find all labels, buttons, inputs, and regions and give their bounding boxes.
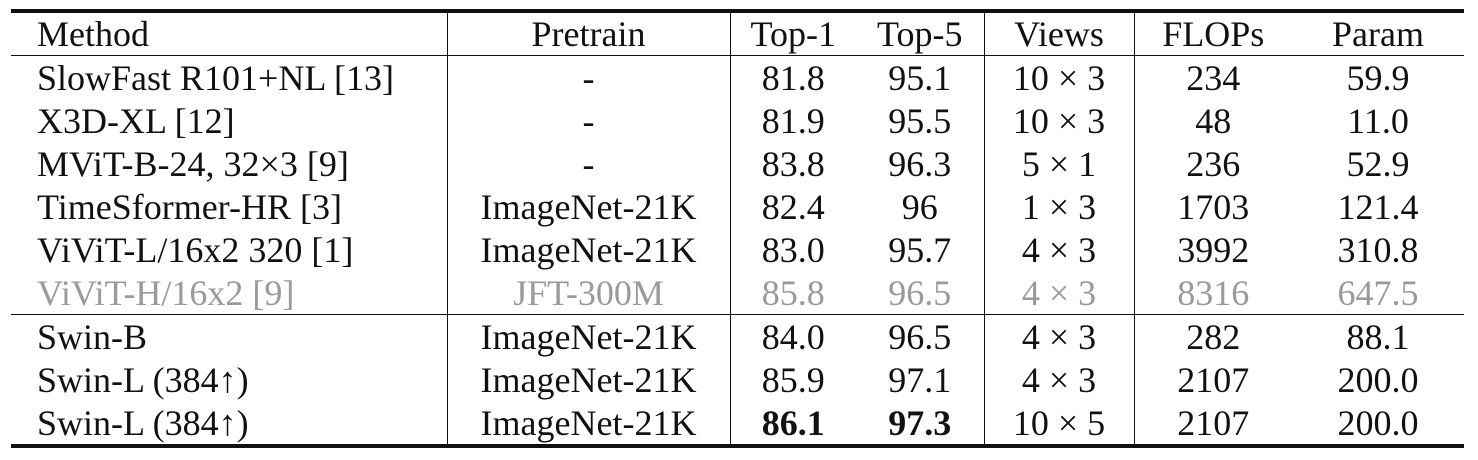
cell-views: 1 × 3 <box>984 185 1135 228</box>
cell-top5: 97.1 <box>856 358 985 401</box>
cell-flops: 2107 <box>1134 401 1292 448</box>
cell-top1: 81.9 <box>761 100 825 141</box>
cell-top5: 96.3 <box>856 142 985 185</box>
cell-top5: 95.5 <box>856 99 985 142</box>
cell-method: Swin-B <box>11 314 448 358</box>
cell-method: MViT-B-24, 32×3 [9] <box>11 142 448 185</box>
cell-param: 52.9 <box>1346 143 1410 184</box>
cell-flops: 2107 <box>1177 359 1250 400</box>
table-row: Swin-L (384↑) ImageNet-21K 85.9 97.1 4 ×… <box>11 358 1464 401</box>
cell-pretrain: ImageNet-21K <box>447 314 731 358</box>
cell-top1: 83.8 <box>761 143 825 184</box>
cell-param: 647.5 <box>1337 272 1419 313</box>
cell-views: 4 × 3 <box>984 271 1135 315</box>
header-pretrain: Pretrain <box>447 9 731 56</box>
cell-method: ViViT-H/16x2 [9] <box>11 271 448 315</box>
table-row: X3D-XL [12] - 81.9 95.5 10 × 3 48 11.0 <box>11 99 1464 142</box>
cell-method: TimeSformer-HR [3] <box>11 185 448 228</box>
cell-param: 121.4 <box>1337 186 1419 227</box>
cell-pretrain: - <box>447 142 731 185</box>
header-param: Param <box>1292 9 1464 56</box>
cell-top5: 95.7 <box>856 228 985 271</box>
table-group-swin: Swin-B ImageNet-21K 84.0 96.5 4 × 3 282 … <box>11 314 1464 448</box>
cell-top1: 85.8 <box>761 272 825 313</box>
cell-pretrain: - <box>447 55 731 99</box>
header-views: Views <box>984 9 1135 56</box>
cell-top1-best: 86.1 <box>730 401 856 448</box>
table-row: Swin-L (384↑) ImageNet-21K 86.1 97.3 10 … <box>11 401 1464 448</box>
cell-top1: 82.4 <box>761 186 825 227</box>
cell-pretrain: ImageNet-21K <box>447 401 731 448</box>
cell-flops: 8316 <box>1177 272 1250 313</box>
results-table: Method Pretrain Top-1 Top-5 Views FLOPs … <box>11 9 1464 448</box>
cell-views: 4 × 3 <box>984 358 1135 401</box>
cell-pretrain: - <box>447 99 731 142</box>
cell-param: 59.9 <box>1346 57 1410 98</box>
cell-views: 10 × 5 <box>984 401 1135 448</box>
header-method: Method <box>11 9 448 56</box>
cell-flops: 236 <box>1186 143 1241 184</box>
cell-pretrain: JFT-300M <box>447 271 731 315</box>
cell-top5: 96.5 <box>856 271 985 315</box>
cell-param: 200.0 <box>1292 401 1464 448</box>
cell-top1: 85.9 <box>761 359 825 400</box>
cell-top5: 96.5 <box>856 314 985 358</box>
cell-param: 310.8 <box>1337 229 1419 270</box>
table-row: Swin-B ImageNet-21K 84.0 96.5 4 × 3 282 … <box>11 314 1464 358</box>
cell-method: SlowFast R101+NL [13] <box>11 55 448 99</box>
cell-pretrain: ImageNet-21K <box>447 228 731 271</box>
cell-top1: 81.8 <box>761 57 825 98</box>
table-row: SlowFast R101+NL [13] - 81.8 95.1 10 × 3… <box>11 55 1464 99</box>
cell-flops: 3992 <box>1177 229 1250 270</box>
cell-flops: 1703 <box>1177 186 1250 227</box>
cell-method: Swin-L (384↑) <box>11 401 448 448</box>
cell-pretrain: ImageNet-21K <box>447 358 731 401</box>
cell-flops: 282 <box>1134 314 1292 358</box>
cell-views: 5 × 1 <box>984 142 1135 185</box>
header-flops: FLOPs <box>1134 9 1292 56</box>
cell-method: ViViT-L/16x2 320 [1] <box>11 228 448 271</box>
cell-method: Swin-L (384↑) <box>11 358 448 401</box>
cell-views: 10 × 3 <box>984 55 1135 99</box>
cell-flops: 48 <box>1195 100 1232 141</box>
table-row: TimeSformer-HR [3] ImageNet-21K 82.4 96 … <box>11 185 1464 228</box>
header-top5: Top-5 <box>856 9 985 56</box>
cell-top5: 96 <box>856 185 985 228</box>
cell-param: 200.0 <box>1337 359 1419 400</box>
table-row: ViViT-L/16x2 320 [1] ImageNet-21K 83.0 9… <box>11 228 1464 271</box>
cell-method: X3D-XL [12] <box>11 99 448 142</box>
cell-views: 4 × 3 <box>984 314 1135 358</box>
cell-param: 11.0 <box>1347 100 1409 141</box>
cell-top1: 83.0 <box>761 229 825 270</box>
cell-pretrain: ImageNet-21K <box>447 185 731 228</box>
cell-views: 10 × 3 <box>984 99 1135 142</box>
table-row: MViT-B-24, 32×3 [9] - 83.8 96.3 5 × 1 23… <box>11 142 1464 185</box>
cell-top1: 84.0 <box>730 314 856 358</box>
cell-top5: 95.1 <box>856 55 985 99</box>
cell-flops: 234 <box>1186 57 1241 98</box>
header-top1: Top-1 <box>730 9 856 56</box>
header-row: Method Pretrain Top-1 Top-5 Views FLOPs … <box>11 9 1464 56</box>
cell-views: 4 × 3 <box>984 228 1135 271</box>
table-header: Method Pretrain Top-1 Top-5 Views FLOPs … <box>11 9 1464 56</box>
table-group-prior-methods: SlowFast R101+NL [13] - 81.8 95.1 10 × 3… <box>11 55 1464 315</box>
table-row-muted: ViViT-H/16x2 [9] JFT-300M 85.8 96.5 4 × … <box>11 271 1464 315</box>
cell-top5-best: 97.3 <box>856 401 985 448</box>
cell-param: 88.1 <box>1292 314 1464 358</box>
